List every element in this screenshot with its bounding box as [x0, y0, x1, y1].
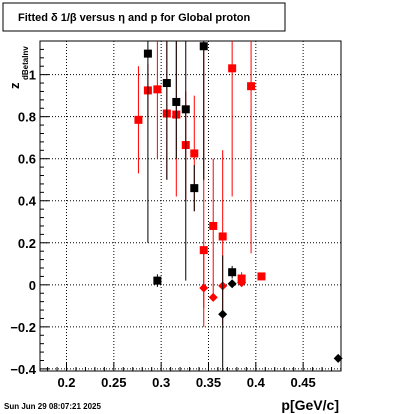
x-tick-label: 0.35: [196, 375, 221, 390]
data-point: [190, 149, 199, 158]
data-point: [237, 278, 247, 288]
data-point: [153, 276, 162, 285]
y-tick-label: 0.8: [18, 110, 36, 125]
data-point: [199, 283, 209, 293]
y-tick-label: 1: [29, 68, 36, 83]
tick-labels: 0.2 0.25 0.3 0.35 0.4 0.45 −0.4 −0.2 0 0.2 0.4 0.6 0…: [10, 68, 315, 390]
data-point: [247, 82, 256, 91]
data-point: [228, 268, 237, 277]
data-point: [333, 353, 343, 363]
plot-frame: [39, 40, 342, 372]
x-tick-label: 0.45: [290, 375, 315, 390]
data-point: [227, 279, 237, 289]
data-point: [172, 97, 181, 106]
data-point: [190, 184, 199, 193]
x-tick-label: 0.2: [57, 375, 75, 390]
data-point: [143, 49, 152, 58]
x-tick-label: 0.4: [247, 375, 266, 390]
y-tick-label: 0.2: [18, 236, 36, 251]
data-point: [218, 309, 228, 319]
y-tick-label: −0.4: [10, 362, 36, 377]
y-tick-label: 0.6: [18, 152, 36, 167]
y-tick-label: 0.4: [18, 194, 37, 209]
x-tick-label: 0.25: [101, 375, 126, 390]
axis-ticks: [40, 40, 342, 371]
data-points: [134, 41, 343, 371]
y-axis-title: z dBetaInv: [7, 46, 30, 89]
chart-title: Fitted δ 1/β versus η and p for Global p…: [18, 12, 250, 24]
data-point: [153, 85, 162, 94]
timestamp: Sun Jun 29 08:07:21 2025: [4, 402, 101, 411]
y-axis-title-sub: dBetaInv: [21, 46, 30, 80]
data-point: [228, 64, 237, 73]
x-axis-title: p[GeV/c]: [281, 397, 339, 413]
data-point: [162, 79, 171, 88]
data-point: [218, 232, 227, 241]
data-point: [199, 42, 208, 51]
y-tick-label: −0.2: [10, 320, 36, 335]
y-tick-label: 0: [29, 278, 36, 293]
data-point: [257, 272, 266, 281]
y-axis-title-main: z: [7, 82, 22, 89]
data-point: [208, 292, 218, 302]
x-tick-label: 0.3: [152, 375, 170, 390]
grid: [40, 41, 341, 371]
title-box: [2, 2, 286, 32]
data-point: [134, 115, 143, 124]
data-point: [209, 221, 218, 230]
data-point: [181, 105, 190, 114]
